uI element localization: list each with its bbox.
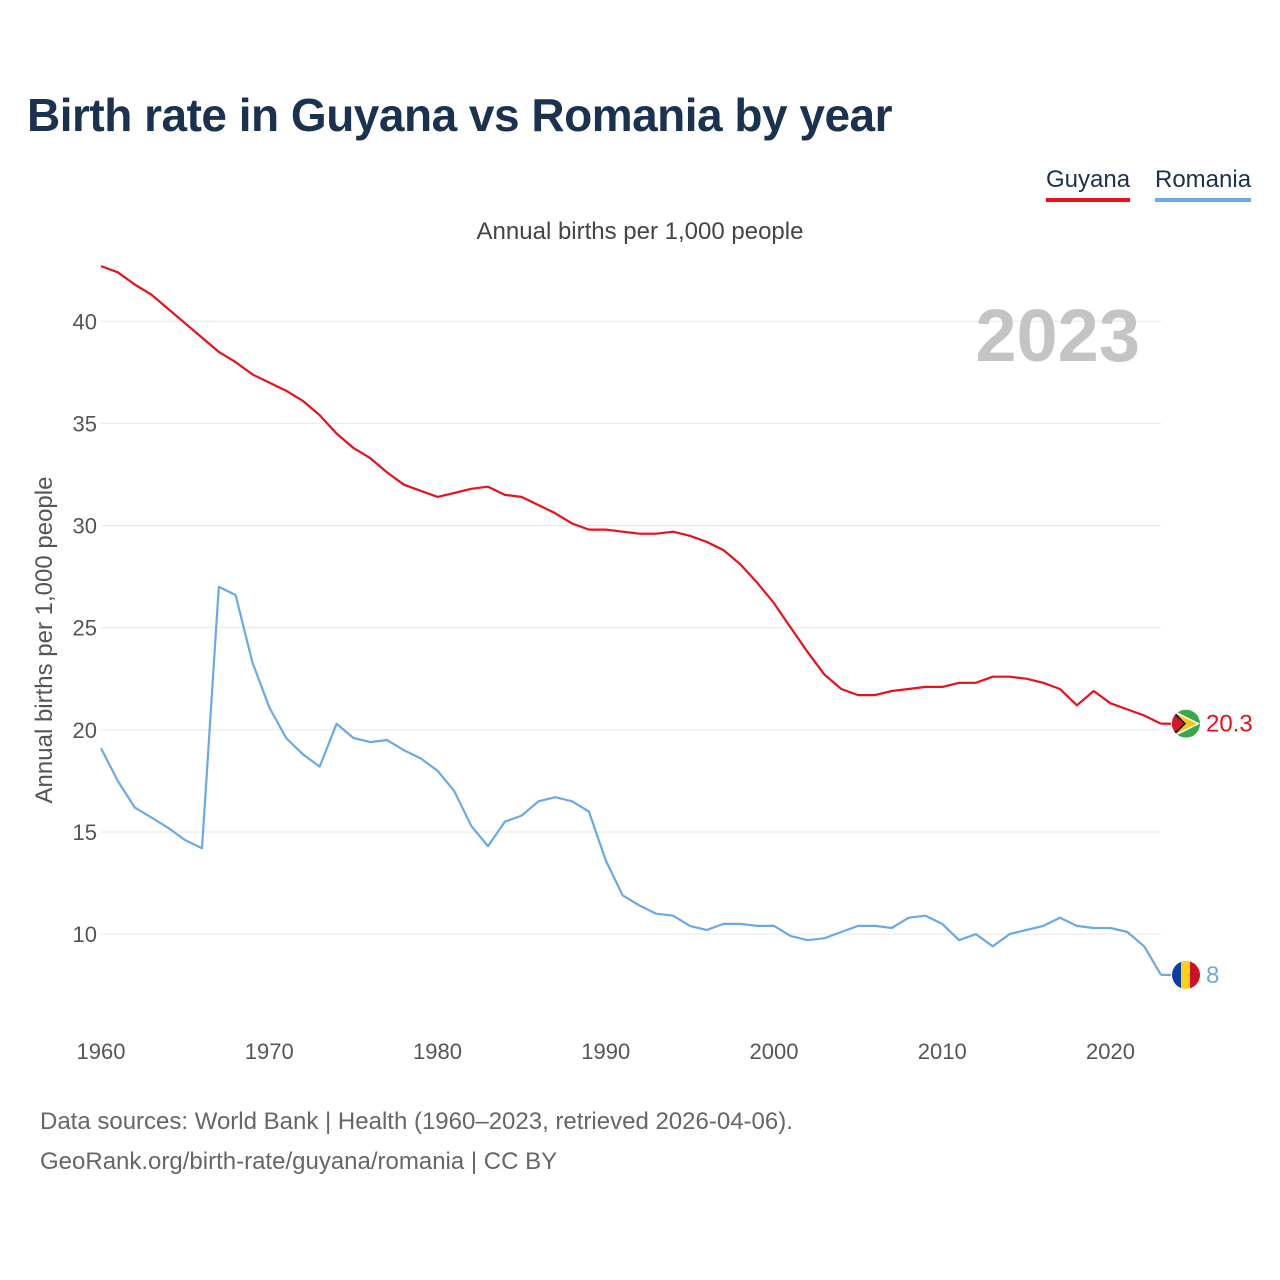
romania-flag-icon: [1172, 960, 1200, 989]
x-tick-label-1980: 1980: [413, 1039, 462, 1064]
y-tick-label-20: 20: [73, 718, 97, 743]
x-tick-label-1970: 1970: [245, 1039, 294, 1064]
guyana-flag-icon: [1172, 709, 1200, 738]
source-text: Data sources: World Bank | Health (1960–…: [40, 1108, 793, 1135]
year-watermark: 2023: [975, 294, 1140, 377]
y-tick-label-10: 10: [73, 922, 97, 947]
chart-subtitle: Annual births per 1,000 people: [476, 218, 804, 245]
series-line-guyana[interactable]: [100, 265, 1162, 725]
y-axis-label: Annual births per 1,000 people: [31, 477, 58, 804]
y-tick-labels: 10 15 20 25 30 35 40: [73, 309, 97, 947]
end-value-label-romania: 8: [1206, 962, 1219, 989]
legend-item-guyana[interactable]: Guyana: [1046, 166, 1131, 202]
x-tick-label-1990: 1990: [581, 1039, 630, 1064]
x-tick-label-2010: 2010: [918, 1039, 967, 1064]
legend-item-romania[interactable]: Romania: [1155, 166, 1252, 202]
y-tick-label-15: 15: [73, 820, 97, 845]
x-tick-labels: 1960 1970 1980 1990 2000 2010 2020: [77, 1039, 1135, 1064]
end-markers: 20.38: [1161, 709, 1253, 989]
y-tick-label-25: 25: [73, 616, 97, 641]
series-lines: [100, 265, 1162, 976]
gridlines: [101, 320, 1161, 935]
chart-title: Birth rate in Guyana vs Romania by year: [27, 89, 893, 141]
y-tick-label-35: 35: [73, 411, 97, 436]
source-url-text: GeoRank.org/birth-rate/guyana/romania | …: [40, 1148, 558, 1175]
y-tick-label-30: 30: [73, 514, 97, 539]
x-tick-label-2000: 2000: [750, 1039, 799, 1064]
x-tick-label-2020: 2020: [1086, 1039, 1135, 1064]
series-line-romania[interactable]: [100, 585, 1162, 976]
y-tick-label-40: 40: [73, 309, 97, 334]
x-tick-label-1960: 1960: [77, 1039, 126, 1064]
end-value-label-guyana: 20.3: [1206, 711, 1253, 738]
